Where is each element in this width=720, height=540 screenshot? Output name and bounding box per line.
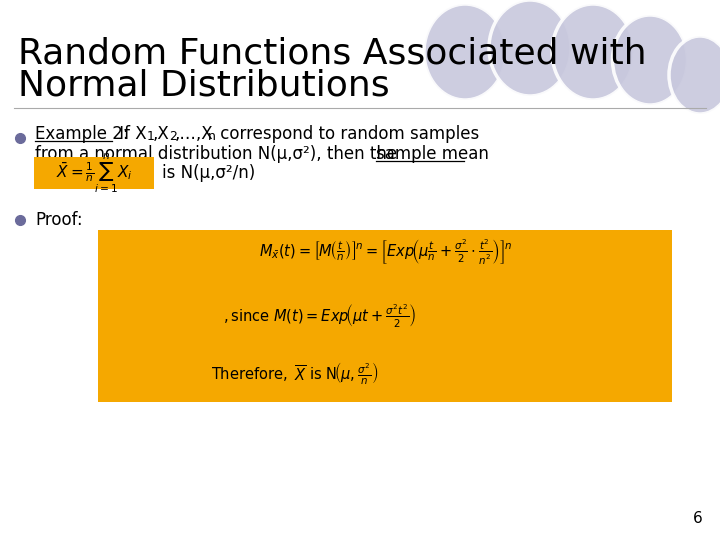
Ellipse shape xyxy=(489,0,571,96)
Ellipse shape xyxy=(613,15,688,105)
Ellipse shape xyxy=(424,4,506,100)
Text: Proof:: Proof: xyxy=(35,211,83,229)
Text: Normal Distributions: Normal Distributions xyxy=(18,68,390,102)
Text: 6: 6 xyxy=(693,511,703,526)
Text: sample mean: sample mean xyxy=(376,145,489,163)
Text: ,…,X: ,…,X xyxy=(175,125,214,143)
Text: Random Functions Associated with: Random Functions Associated with xyxy=(18,36,647,70)
Text: Example 2:: Example 2: xyxy=(35,125,129,143)
Text: correspond to random samples: correspond to random samples xyxy=(215,125,480,143)
Text: is N(μ,σ²/n): is N(μ,σ²/n) xyxy=(162,164,256,182)
Ellipse shape xyxy=(669,36,720,114)
Text: $\mathrm{Therefore,\ }\overline{X}\mathrm{\ is\ N}\!\left(\mu,\frac{\sigma^{2}}{: $\mathrm{Therefore,\ }\overline{X}\mathr… xyxy=(212,360,379,386)
Text: If X: If X xyxy=(114,125,147,143)
Text: 1: 1 xyxy=(147,131,155,144)
Text: $\mathrm{, since\ }M(t)=Exp\!\left(\mu t+\frac{\sigma^{2}t^{2}}{2}\right)$: $\mathrm{, since\ }M(t)=Exp\!\left(\mu t… xyxy=(223,302,417,329)
Text: n: n xyxy=(208,131,216,144)
Text: $M_{\bar{x}}(t)=\left[M\!\left(\frac{t}{n}\right)\right]^{\!n}=\left[Exp\!\left(: $M_{\bar{x}}(t)=\left[M\!\left(\frac{t}{… xyxy=(258,238,511,267)
FancyBboxPatch shape xyxy=(34,157,154,189)
Text: 2: 2 xyxy=(169,131,177,144)
FancyBboxPatch shape xyxy=(98,230,672,402)
Text: from a normal distribution N(μ,σ²), then the: from a normal distribution N(μ,σ²), then… xyxy=(35,145,402,163)
Text: ,X: ,X xyxy=(153,125,170,143)
Text: $\bar{X}=\frac{1}{n}\sum_{i=1}^{n}X_{i}$: $\bar{X}=\frac{1}{n}\sum_{i=1}^{n}X_{i}$ xyxy=(55,151,132,195)
Ellipse shape xyxy=(552,4,634,100)
